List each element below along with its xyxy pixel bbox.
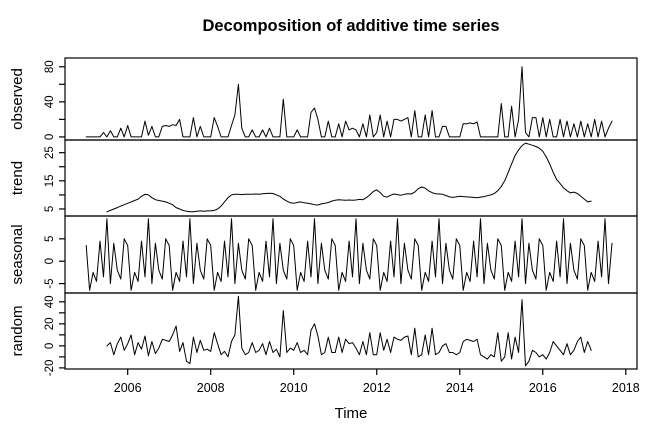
y-tick-label-observed: 0 xyxy=(44,134,56,140)
y-tick-label-trend: 25 xyxy=(44,146,56,159)
x-tick-label: 2018 xyxy=(612,381,640,395)
x-tick-label: 2006 xyxy=(114,381,142,395)
panel-box-trend xyxy=(64,139,638,217)
y-axis-label-observed: observed xyxy=(9,68,26,130)
y-axis-label-random: random xyxy=(9,306,26,357)
x-tick-label: 2014 xyxy=(446,381,474,395)
y-tick-label-random: 20 xyxy=(44,317,56,330)
series-seasonal xyxy=(85,218,613,291)
y-tick-label-observed: 80 xyxy=(44,60,56,73)
y-tick-label-seasonal: -5 xyxy=(44,278,56,288)
series-observed xyxy=(85,66,613,138)
y-axis-label-seasonal: seasonal xyxy=(9,224,26,284)
y-tick-label-random: 0 xyxy=(44,343,56,349)
y-tick-label-seasonal: 0 xyxy=(44,258,56,264)
y-tick-label-trend: 15 xyxy=(44,174,56,187)
y-tick-label-observed: 40 xyxy=(44,95,56,108)
x-tick-label: 2010 xyxy=(280,381,308,395)
y-tick-label-random: -20 xyxy=(44,360,56,377)
x-tick-label: 2008 xyxy=(197,381,225,395)
y-tick-label-random: 40 xyxy=(44,295,56,308)
x-axis-title: Time xyxy=(334,405,368,422)
x-tick-label: 2016 xyxy=(529,381,557,395)
series-random xyxy=(106,295,592,367)
y-axis-label-trend: trend xyxy=(9,161,26,195)
y-tick-label-trend: 5 xyxy=(44,206,56,212)
y-tick-label-seasonal: 5 xyxy=(44,236,56,242)
panel-box-random xyxy=(64,292,638,370)
series-trend xyxy=(106,142,592,213)
x-tick-label: 2012 xyxy=(363,381,391,395)
chart-title: Decomposition of additive time series xyxy=(202,17,500,35)
